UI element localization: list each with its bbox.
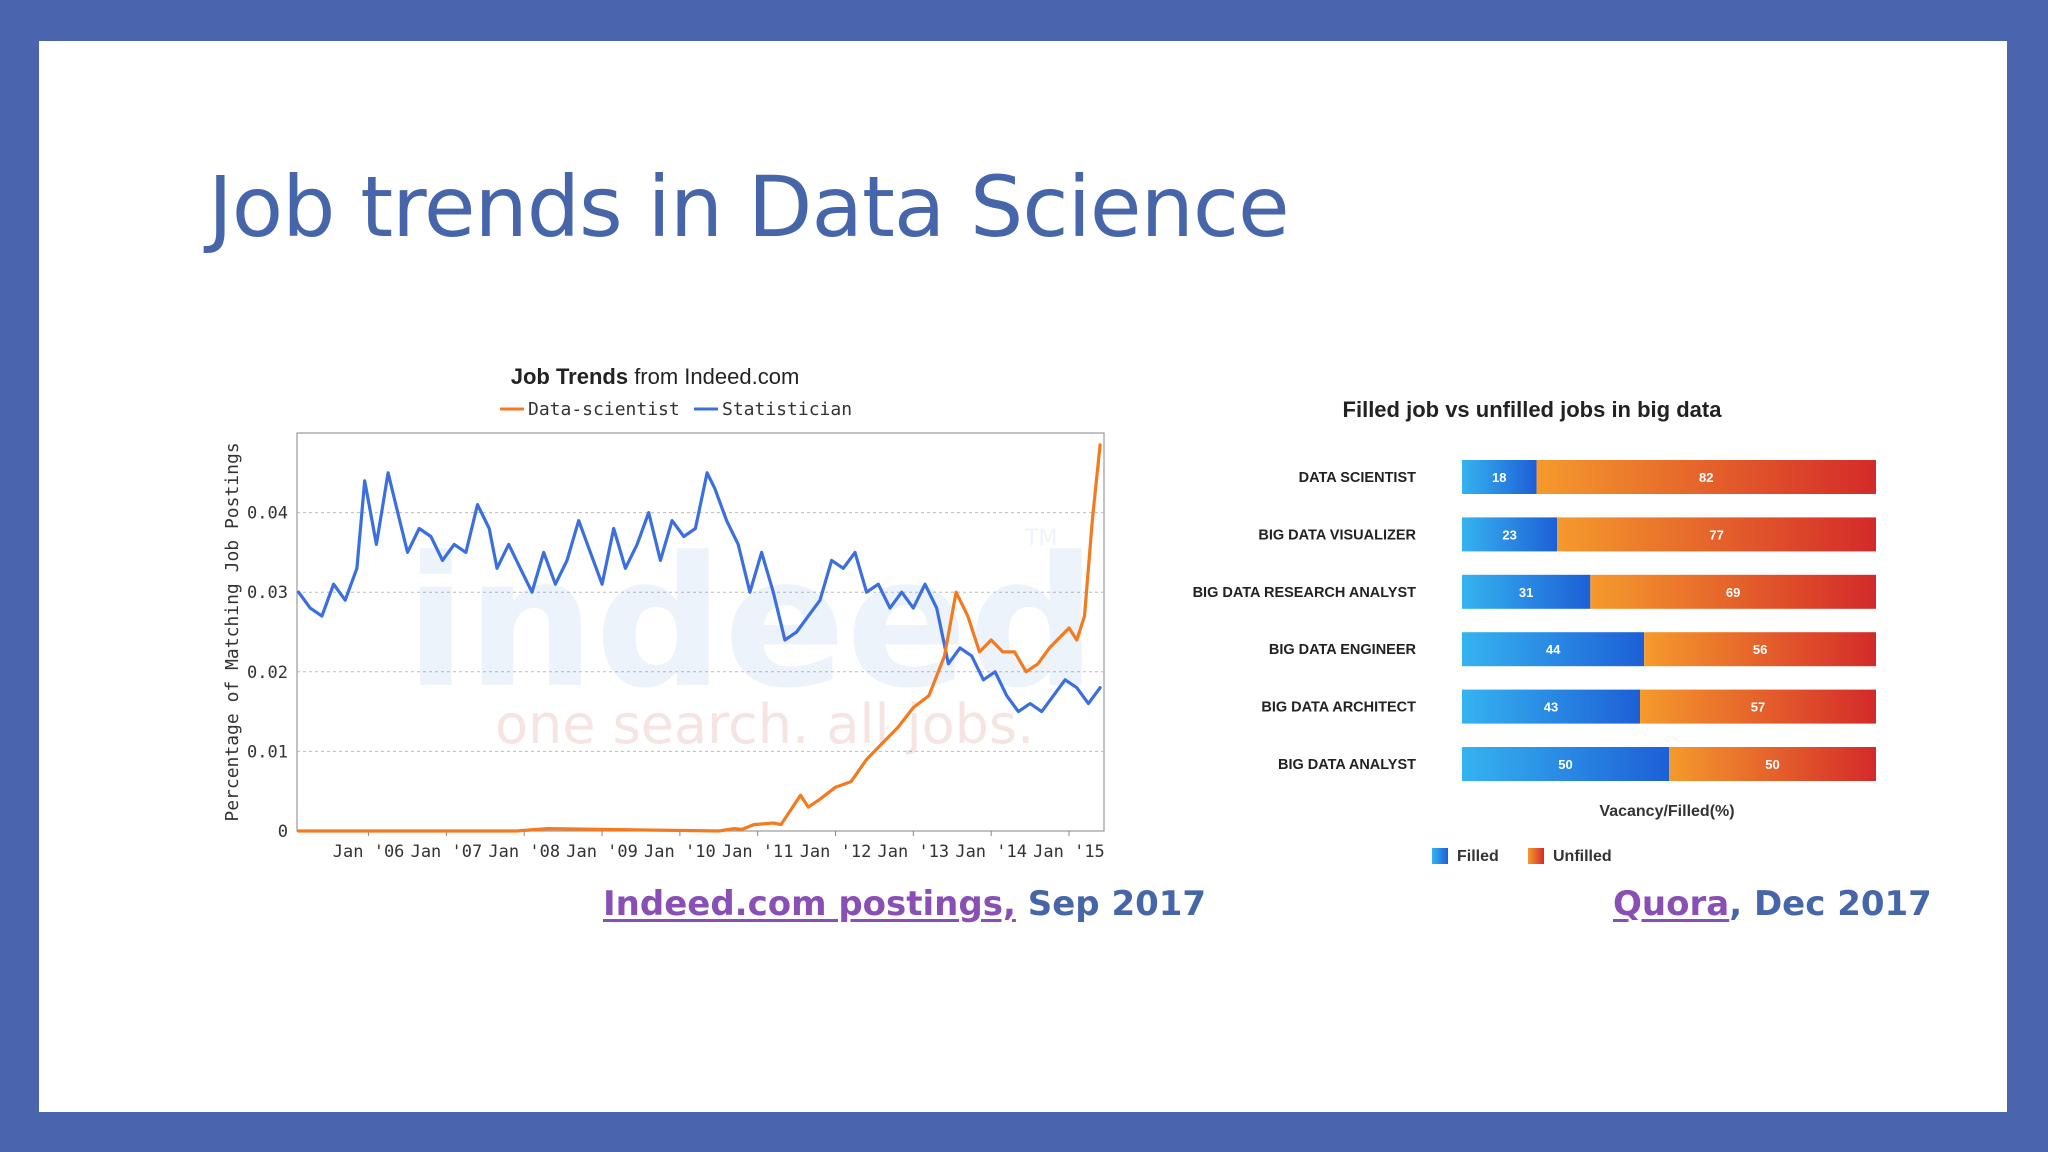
caption-left-date: Sep 2017 xyxy=(1015,884,1207,924)
bar-unfilled-value: 77 xyxy=(1709,527,1723,542)
x-tick-label: Jan '06 xyxy=(333,842,405,862)
chart-title-rest: from Indeed.com xyxy=(628,364,799,389)
bar-legend: Filled Unfilled xyxy=(1432,848,1612,865)
x-tick-label: Jan '14 xyxy=(955,842,1027,862)
bar-category-label: BIG DATA ARCHITECT xyxy=(1261,700,1416,716)
bar-filled-value: 50 xyxy=(1558,757,1572,772)
grid xyxy=(297,512,1104,752)
bar-legend-label: Unfilled xyxy=(1553,848,1612,865)
job-trends-chart: Job Trends from Indeed.com Data-scientis… xyxy=(222,364,1105,862)
x-tick-label: Jan '12 xyxy=(800,842,872,862)
x-tick-label: Jan '15 xyxy=(1033,842,1105,862)
caption-right: Quora, Dec 2017 xyxy=(1613,884,1932,924)
slide-title: Job trends in Data Science xyxy=(208,158,1290,256)
bar-unfilled xyxy=(1557,517,1876,552)
bar-filled-value: 18 xyxy=(1492,470,1506,485)
bar-chart-title: Filled job vs unfilled jobs in big data xyxy=(1343,397,1723,422)
series-line-data-scientist xyxy=(297,443,1102,833)
x-tick-label: Jan '10 xyxy=(644,842,716,862)
series xyxy=(297,443,1102,833)
bar-unfilled xyxy=(1640,689,1876,724)
bar-filled xyxy=(1462,574,1591,609)
bar-unfilled xyxy=(1644,632,1876,667)
line-legend: Data-scientist Statistician xyxy=(500,399,852,420)
x-tick-label: Jan '09 xyxy=(566,842,638,862)
y-tick-label: 0.02 xyxy=(247,663,288,683)
quora-link[interactable]: Quora xyxy=(1613,884,1730,924)
bar-category-label: BIG DATA VISUALIZER xyxy=(1258,527,1416,543)
bar-unfilled-value: 69 xyxy=(1726,585,1740,600)
bar-filled xyxy=(1462,632,1645,667)
x-tick-label: Jan '07 xyxy=(411,842,483,862)
bar-category-label: BIG DATA ANALYST xyxy=(1278,757,1416,773)
bar-x-label: Vacancy/Filled(%) xyxy=(1599,803,1734,820)
legend-label: Data-scientist xyxy=(528,399,680,420)
bar-filled-value: 31 xyxy=(1519,585,1533,600)
bar-unfilled-value: 82 xyxy=(1699,470,1713,485)
y-tick-label: 0.01 xyxy=(247,742,288,762)
bar-unfilled-value: 56 xyxy=(1753,642,1767,657)
bar-unfilled-value: 57 xyxy=(1751,700,1765,715)
bar-unfilled xyxy=(1669,747,1876,781)
watermark: indeed one search. all jobs. TM xyxy=(405,519,1097,756)
watermark-tm: TM xyxy=(1024,526,1057,551)
bar-unfilled xyxy=(1590,574,1876,609)
bar-filled xyxy=(1462,747,1669,781)
bar-filled xyxy=(1462,460,1537,494)
bar-unfilled-value: 50 xyxy=(1765,757,1779,772)
axis-ticks: 0 0.01 0.02 0.03 0.04 Jan '06 Jan '07 Jan '08 Ja… xyxy=(247,504,1105,862)
y-tick-label: 0.03 xyxy=(247,583,288,603)
bar-rows: DATA SCIENTIST 18 82 BIG DATA VISUALIZER 23 7… xyxy=(1193,460,1876,781)
watermark-brand: indeed xyxy=(405,519,1097,728)
bar-legend-swatch xyxy=(1528,848,1544,864)
bar-legend-swatch xyxy=(1432,848,1448,864)
y-tick-label: 0 xyxy=(278,822,288,842)
watermark-tagline: one search. all jobs. xyxy=(495,693,1034,756)
legend-label: Statistician xyxy=(722,399,852,420)
indeed-postings-link[interactable]: Indeed.com postings, xyxy=(603,884,1016,924)
bar-filled xyxy=(1462,517,1558,552)
y-tick-label: 0.04 xyxy=(247,504,288,524)
bar-filled-value: 23 xyxy=(1502,527,1516,542)
chart-title-bold: Job Trends xyxy=(511,364,628,389)
bar-category-label: BIG DATA ENGINEER xyxy=(1269,642,1417,658)
bar-category-label: BIG DATA RESEARCH ANALYST xyxy=(1193,585,1417,601)
x-tick-label: Jan '08 xyxy=(488,842,560,862)
x-tick-label: Jan '11 xyxy=(722,842,794,862)
chart-title: Job Trends from Indeed.com xyxy=(511,364,800,389)
filled-vs-unfilled-chart: Filled job vs unfilled jobs in big data … xyxy=(1193,397,1876,865)
bar-filled-value: 44 xyxy=(1546,642,1561,657)
caption-left: Indeed.com postings, Sep 2017 xyxy=(603,884,1206,924)
caption-right-date: , Dec 2017 xyxy=(1729,884,1932,924)
bar-legend-label: Filled xyxy=(1457,848,1499,865)
bar-unfilled xyxy=(1536,460,1876,494)
bar-filled xyxy=(1462,689,1641,724)
bar-filled-value: 43 xyxy=(1544,700,1558,715)
bar-category-label: DATA SCIENTIST xyxy=(1299,470,1416,486)
y-axis-label: Percentage of Matching Job Postings xyxy=(222,442,243,821)
series-line-statistician xyxy=(297,471,1102,714)
x-tick-label: Jan '13 xyxy=(878,842,950,862)
